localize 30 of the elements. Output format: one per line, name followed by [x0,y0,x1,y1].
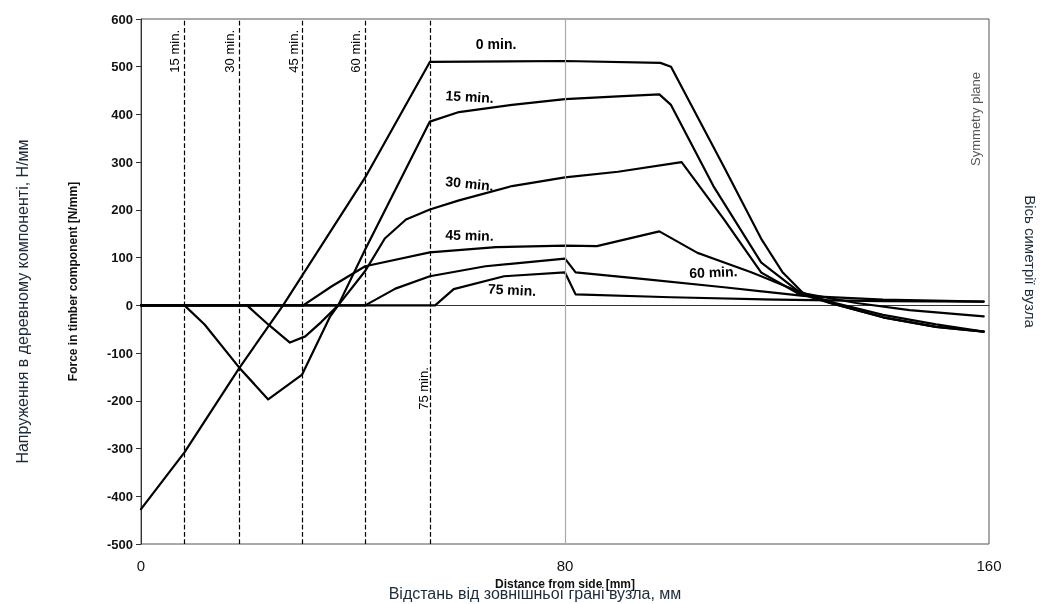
y-tick-label: -500 [106,536,133,552]
ref-line-label: 30 min. [222,30,238,73]
y-tick-label: 100 [111,250,133,266]
y-tick-label: -100 [106,345,133,361]
text: 30 min. [444,173,495,194]
y-tick-label: -400 [106,488,133,504]
x-tick-label: 80 [556,557,574,574]
y-tick-label: 400 [111,106,133,122]
text: Напруження в деревному компоненті, Н/мм [13,139,31,464]
x-tick-label: 160 [976,557,1002,574]
annotation: Symmetry plane [967,72,983,166]
text: Вісь симетрії вузла [1021,195,1039,329]
series-label: 15 min. [445,87,495,107]
series-label: 45 min. [445,226,494,244]
y-tick-label: 200 [111,202,133,218]
x-tick-label: 0 [136,557,146,574]
y-tick-label: -300 [106,441,133,457]
y-tick-label: 0 [125,297,133,313]
series-label: 60 min. [689,263,738,282]
ref-line-label: 60 min. [348,30,364,73]
series-label: 75 min. [487,280,537,299]
series-label: 0 min. [475,36,517,53]
y-tick-label: -200 [106,393,133,409]
y-tick-label: 600 [111,11,133,27]
y-axis-title: Force in timber component [N/mm] [66,181,80,382]
ref-line-label: 75 min. [415,367,431,410]
ref-line-label: 45 min. [285,30,301,73]
y-tick-label: 500 [111,59,133,75]
ref-line-label: 15 min. [167,30,183,73]
y-tick-label: 300 [111,154,133,170]
